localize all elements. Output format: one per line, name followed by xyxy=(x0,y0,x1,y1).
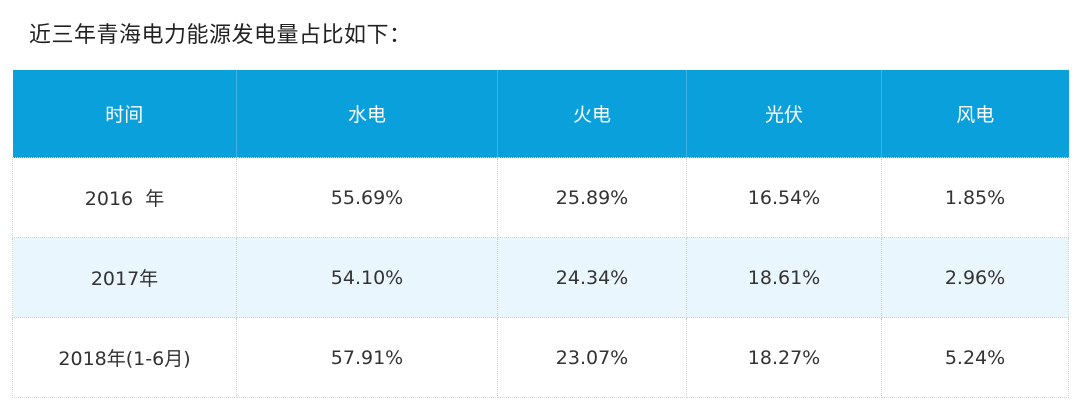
cell-thermal: 25.89% xyxy=(497,157,687,238)
cell-wind: 2.96% xyxy=(881,237,1069,318)
header-solar: 光伏 xyxy=(686,70,882,158)
cell-hydro: 57.91% xyxy=(236,317,498,398)
cell-hydro: 55.69% xyxy=(236,157,498,238)
cell-solar: 18.61% xyxy=(686,237,882,318)
cell-time: 2017年 xyxy=(12,237,237,318)
cell-solar: 16.54% xyxy=(686,157,882,238)
table-header-row: 时间 水电 火电 光伏 风电 xyxy=(12,70,1069,158)
header-wind: 风电 xyxy=(881,70,1069,158)
cell-solar: 18.27% xyxy=(686,317,882,398)
cell-time: 2018年(1-6月) xyxy=(12,317,237,398)
cell-time: 2016 年 xyxy=(12,157,237,238)
cell-thermal: 23.07% xyxy=(497,317,687,398)
table-row: 2016 年 55.69% 25.89% 16.54% 1.85% xyxy=(12,157,1069,238)
header-hydro: 水电 xyxy=(236,70,498,158)
cell-wind: 1.85% xyxy=(881,157,1069,238)
header-time: 时间 xyxy=(12,70,237,158)
cell-wind: 5.24% xyxy=(881,317,1069,398)
table-row: 2018年(1-6月) 57.91% 23.07% 18.27% 5.24% xyxy=(12,317,1069,398)
table-row: 2017年 54.10% 24.34% 18.61% 2.96% xyxy=(12,237,1069,318)
header-thermal: 火电 xyxy=(497,70,687,158)
cell-thermal: 24.34% xyxy=(497,237,687,318)
power-share-table: 时间 水电 火电 光伏 风电 2016 年 55.69% 25.89% 16.5… xyxy=(12,70,1069,398)
page-title: 近三年青海电力能源发电量占比如下： xyxy=(29,23,412,48)
cell-hydro: 54.10% xyxy=(236,237,498,318)
